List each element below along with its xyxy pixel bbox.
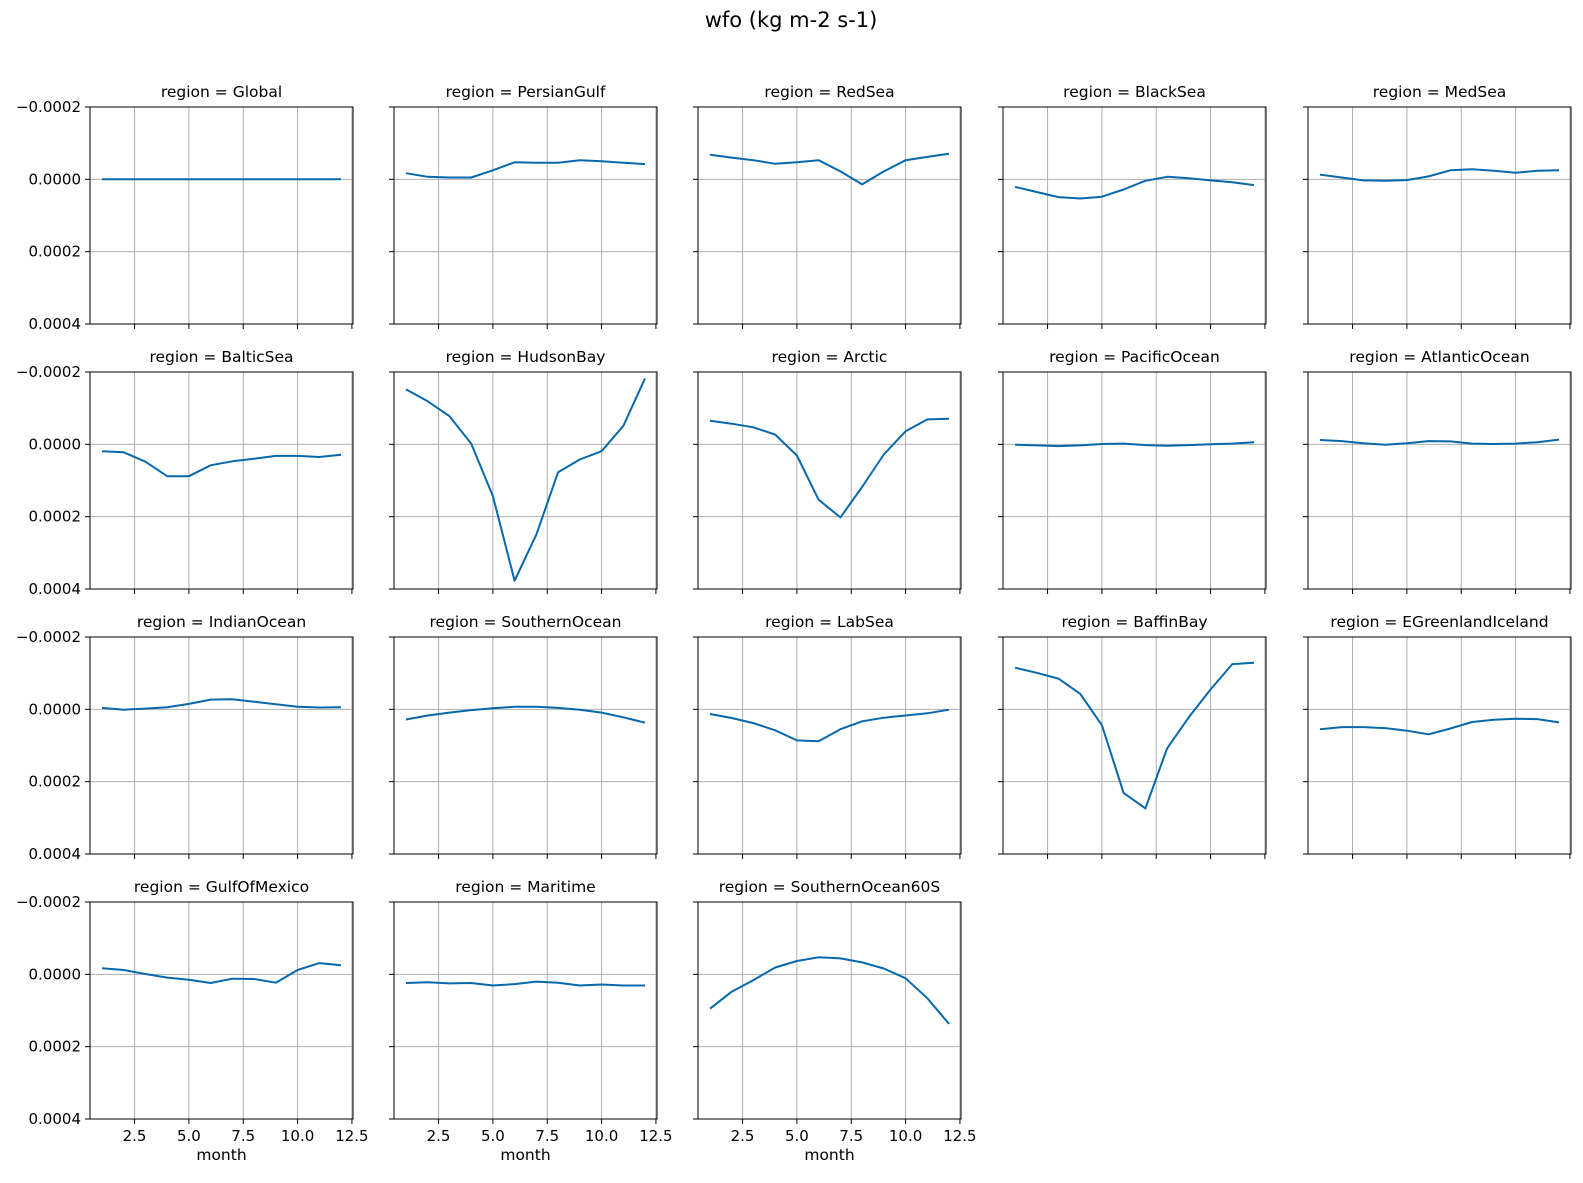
panel-title: region = IndianOcean [137, 613, 306, 631]
x-tick-label: 10.0 [889, 1127, 922, 1145]
y-tick-label: 0.0002 [29, 773, 82, 791]
series-line-RedSea [709, 152, 950, 186]
panel-frame [89, 636, 354, 855]
series-line-SouthernOcean60S [709, 956, 950, 1025]
y-tick-label: −0.0002 [16, 893, 81, 911]
x-tick-label: 12.5 [335, 1127, 368, 1145]
y-tick-label: 0.0004 [29, 580, 82, 598]
panel-title: region = PacificOcean [1049, 348, 1220, 366]
x-tick-label: 7.5 [839, 1127, 863, 1145]
series-line-HudsonBay [405, 378, 646, 582]
panel-frame [89, 901, 354, 1120]
panel-frame [89, 371, 354, 590]
panel-frame [89, 106, 354, 325]
series-line-EGreenlandIceland [1319, 717, 1560, 736]
series-line-PacificOcean [1014, 441, 1255, 448]
panel-frame [1307, 371, 1572, 590]
panel-title: region = BlackSea [1063, 83, 1206, 101]
panel-frame [1002, 636, 1267, 855]
panel-frame [697, 371, 962, 590]
x-tick-label: 12.5 [943, 1127, 976, 1145]
y-tick-label: 0.0000 [29, 435, 82, 453]
y-tick-label: −0.0002 [16, 628, 81, 646]
y-tick-label: 0.0004 [29, 845, 82, 863]
panel-frame [1002, 371, 1267, 590]
panel-frame [1307, 106, 1572, 325]
panel-frame [393, 371, 658, 590]
y-tick-label: 0.0004 [29, 1110, 82, 1128]
series-line-AtlanticOcean [1319, 438, 1560, 446]
x-tick-label: 7.5 [231, 1127, 255, 1145]
panel-title: region = MedSea [1373, 83, 1506, 101]
panel-title: region = EGreenlandIceland [1330, 613, 1548, 631]
panel-title: region = HudsonBay [446, 348, 606, 366]
series-line-Arctic [709, 417, 950, 519]
x-tick-label: 5.0 [177, 1127, 201, 1145]
x-tick-label: 2.5 [731, 1127, 755, 1145]
y-tick-label: 0.0000 [29, 965, 82, 983]
x-tick-label: 10.0 [281, 1127, 314, 1145]
panel-frame [393, 636, 658, 855]
panel-frame [697, 636, 962, 855]
x-tick-label: 12.5 [639, 1127, 672, 1145]
chart-title: wfo (kg m-2 s-1) [705, 8, 878, 32]
panel-title: region = BalticSea [149, 348, 293, 366]
panel-frame [1307, 636, 1572, 855]
series-line-GulfOfMexico [101, 962, 342, 984]
series-line-Maritime [405, 980, 645, 987]
series-line-MedSea [1319, 168, 1560, 182]
x-tick-label: 5.0 [481, 1127, 505, 1145]
y-tick-label: 0.0002 [29, 1038, 82, 1056]
series-line-PersianGulf [405, 159, 646, 179]
y-tick-label: 0.0000 [29, 700, 82, 718]
y-tick-label: −0.0002 [16, 98, 81, 116]
y-tick-label: 0.0000 [29, 170, 82, 188]
series-line-BalticSea [101, 450, 342, 478]
y-tick-label: 0.0004 [29, 315, 82, 333]
x-axis-label: month [196, 1146, 246, 1164]
panel-frame [393, 901, 658, 1120]
panel-frame [393, 106, 658, 325]
panel-title: region = Global [161, 83, 282, 101]
y-tick-label: 0.0002 [29, 243, 82, 261]
panel-frame [697, 901, 962, 1120]
x-axis-label: month [500, 1146, 550, 1164]
panel-frame [697, 106, 962, 325]
x-tick-label: 2.5 [427, 1127, 451, 1145]
y-tick-label: −0.0002 [16, 363, 81, 381]
panel-title: region = LabSea [765, 613, 894, 631]
series-line-SouthernOcean [405, 705, 646, 724]
x-tick-label: 10.0 [585, 1127, 618, 1145]
x-axis-label: month [804, 1146, 854, 1164]
series-line-BaffinBay [1014, 661, 1255, 810]
panel-title: region = SouthernOcean60S [719, 878, 941, 896]
x-tick-label: 2.5 [123, 1127, 147, 1145]
series-line-IndianOcean [101, 698, 342, 711]
x-tick-label: 7.5 [535, 1127, 559, 1145]
panel-frame [1002, 106, 1267, 325]
panel-title: region = RedSea [764, 83, 894, 101]
series-line-LabSea [709, 708, 950, 743]
x-tick-label: 5.0 [785, 1127, 809, 1145]
panel-title: region = Arctic [772, 348, 888, 366]
panel-title: region = AtlanticOcean [1349, 348, 1529, 366]
panel-title: region = SouthernOcean [430, 613, 622, 631]
panel-title: region = GulfOfMexico [134, 878, 309, 896]
panel-title: region = Maritime [455, 878, 595, 896]
series-line-BlackSea [1014, 175, 1255, 200]
y-tick-label: 0.0002 [29, 508, 82, 526]
panel-title: region = BaffinBay [1061, 613, 1207, 631]
panel-title: region = PersianGulf [446, 83, 606, 101]
